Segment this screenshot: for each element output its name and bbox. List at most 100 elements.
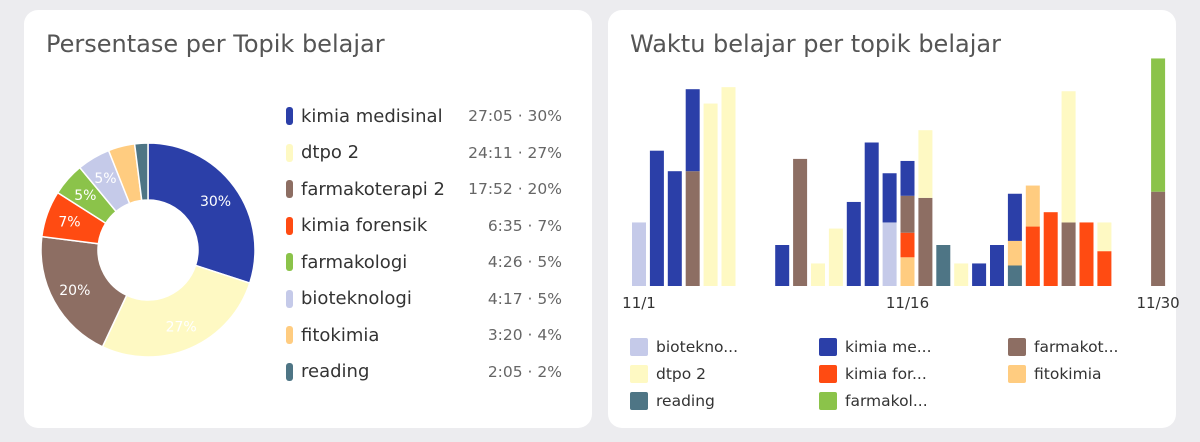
bar-legend-item-fitokimia[interactable]: fitokimia (1008, 363, 1102, 385)
bar-segment-kimia-medisinal[interactable] (972, 263, 987, 286)
bar-segment-dtpo-2[interactable] (1097, 222, 1112, 252)
bar-segment-dtpo-2[interactable] (918, 130, 933, 198)
legend-label: kimia medisinal (301, 105, 443, 127)
legend-label: farmakol... (845, 392, 928, 410)
bar-segment-kimia-medisinal[interactable] (900, 160, 915, 196)
bar-legend-item-farmakologi[interactable]: farmakol... (819, 390, 928, 412)
topic-percentage-card: Persentase per Topik belajar 30% 27% 20% 7%… (24, 10, 592, 428)
donut-slice-kimia-medisinal[interactable] (147, 142, 256, 285)
bar-segment-kimia-medisinal[interactable] (864, 142, 879, 287)
legend-item-bioteknologi[interactable]: bioteknologi 4:17 · 5% (286, 286, 586, 312)
legend-swatch (286, 107, 293, 125)
bar-segment-dtpo-2[interactable] (703, 103, 718, 286)
bar-segment-dtpo-2[interactable] (954, 263, 969, 286)
bar-legend-item-farmakoterapi-2[interactable]: farmakot... (1008, 336, 1118, 358)
legend-label: kimia forensik (301, 215, 428, 236)
legend-swatch (630, 338, 648, 356)
bar-segment-farmakoterapi-2[interactable] (918, 197, 933, 286)
bar-segment-kimia-forensik[interactable] (1079, 222, 1094, 286)
bar-segment-kimia-medisinal[interactable] (667, 171, 682, 286)
legend-label: dtpo 2 (301, 142, 360, 163)
bar-segment-kimia-medisinal[interactable] (649, 150, 664, 286)
card-title: Waktu belajar per topik belajar (630, 30, 1001, 58)
legend-value: 27:05 · 30% (468, 107, 562, 125)
x-tick-label: 11/30 (1136, 294, 1180, 312)
legend-swatch (1008, 365, 1026, 383)
legend-item-farmakologi[interactable]: farmakologi 4:26 · 5% (286, 249, 586, 275)
bar-legend-item-dtpo-2[interactable]: dtpo 2 (630, 363, 706, 385)
bar-segment-kimia-forensik[interactable] (1025, 226, 1040, 286)
bar-segment-reading[interactable] (936, 245, 951, 286)
donut-slice-label: 5% (74, 188, 96, 204)
legend-swatch (286, 326, 293, 344)
legend-swatch (286, 143, 293, 162)
legend-item-farmakoterapi-2[interactable]: farmakoterapi 2 17:52 · 20% (286, 176, 586, 202)
legend-label: biotekno... (656, 338, 739, 356)
bar-legend-item-reading[interactable]: reading (630, 390, 715, 412)
legend-item-fitokimia[interactable]: fitokimia 3:20 · 4% (286, 322, 586, 348)
bar-legend-item-bioteknologi[interactable]: biotekno... (630, 336, 738, 358)
legend-swatch (286, 289, 293, 308)
donut-chart: 30% 27% 20% 7% 5%5% (40, 142, 256, 358)
legend-item-dtpo-2[interactable]: dtpo 2 24:11 · 27% (286, 140, 586, 166)
bar-legend-item-kimia-forensik[interactable]: kimia for... (819, 363, 927, 385)
bar-segment-bioteknologi[interactable] (632, 222, 646, 286)
donut-slice-reading[interactable] (133, 142, 149, 202)
legend-value: 4:17 · 5% (487, 289, 562, 308)
legend-swatch (630, 392, 648, 410)
bar-segment-farmakologi[interactable] (1151, 58, 1166, 192)
legend-item-kimia-forensik[interactable]: kimia forensik 6:35 · 7% (286, 213, 586, 239)
donut-slice-label: 30% (200, 194, 231, 210)
legend-swatch (286, 216, 293, 235)
donut-slice-label: 7% (58, 215, 80, 231)
study-time-card: Waktu belajar per topik belajar 11/1 11/1… (608, 10, 1180, 428)
bar-segment-kimia-medisinal[interactable] (1007, 193, 1022, 241)
x-tick-label: 11/16 (885, 294, 930, 312)
bar-segment-reading[interactable] (1007, 265, 1022, 287)
bar-legend-item-kimia-medisinal[interactable]: kimia me... (819, 336, 932, 358)
legend-item-reading[interactable]: reading 2:05 · 2% (286, 359, 586, 385)
bar-segment-farmakoterapi-2[interactable] (685, 171, 700, 286)
donut-slice-dtpo-2[interactable] (101, 264, 251, 358)
bar-segment-dtpo-2[interactable] (811, 263, 825, 286)
legend-label: kimia for... (845, 365, 927, 383)
legend-value: 17:52 · 20% (468, 180, 562, 198)
bar-chart (632, 58, 1166, 287)
bar-segment-fitokimia[interactable] (900, 257, 915, 286)
bar-segment-dtpo-2[interactable] (721, 87, 736, 287)
legend-value: 6:35 · 7% (487, 216, 562, 235)
legend-value: 24:11 · 27% (468, 143, 562, 162)
bar-segment-farmakoterapi-2[interactable] (900, 195, 915, 233)
bar-segment-kimia-medisinal[interactable] (685, 89, 700, 172)
donut-slice-label: 20% (59, 283, 90, 299)
bar-segment-dtpo-2[interactable] (1061, 91, 1076, 223)
bar-segment-kimia-forensik[interactable] (1097, 251, 1112, 286)
bar-segment-kimia-medisinal[interactable] (846, 201, 861, 286)
bar-segment-kimia-medisinal[interactable] (882, 173, 897, 223)
legend-value: 4:26 · 5% (487, 253, 562, 271)
bar-segment-bioteknologi[interactable] (882, 222, 897, 286)
donut-slice-farmakoterapi-2[interactable] (40, 235, 128, 348)
legend-swatch (1008, 338, 1026, 356)
legend-item-kimia-medisinal[interactable]: kimia medisinal 27:05 · 30% (286, 103, 586, 129)
bar-segment-farmakoterapi-2[interactable] (1061, 222, 1076, 286)
bar-segment-fitokimia[interactable] (1025, 185, 1040, 227)
bar-segment-kimia-medisinal[interactable] (990, 245, 1004, 286)
legend-swatch (286, 253, 293, 271)
legend-label: fitokimia (301, 324, 380, 346)
legend-label: fitokimia (1034, 365, 1102, 383)
bar-segment-kimia-medisinal[interactable] (775, 245, 790, 286)
donut-slice-label: 5% (94, 171, 116, 187)
card-title: Persentase per Topik belajar (46, 30, 385, 58)
bar-segment-kimia-forensik[interactable] (1043, 212, 1058, 286)
legend-label: kimia me... (845, 338, 932, 356)
legend-label: reading (656, 392, 715, 410)
bar-segment-farmakoterapi-2[interactable] (1151, 191, 1166, 286)
bar-segment-farmakoterapi-2[interactable] (793, 158, 808, 286)
legend-swatch (819, 365, 837, 383)
legend-value: 3:20 · 4% (487, 326, 562, 344)
bar-segment-kimia-forensik[interactable] (900, 232, 915, 258)
x-tick-label: 11/1 (622, 294, 656, 312)
bar-segment-dtpo-2[interactable] (828, 228, 843, 286)
bar-segment-fitokimia[interactable] (1007, 240, 1022, 266)
